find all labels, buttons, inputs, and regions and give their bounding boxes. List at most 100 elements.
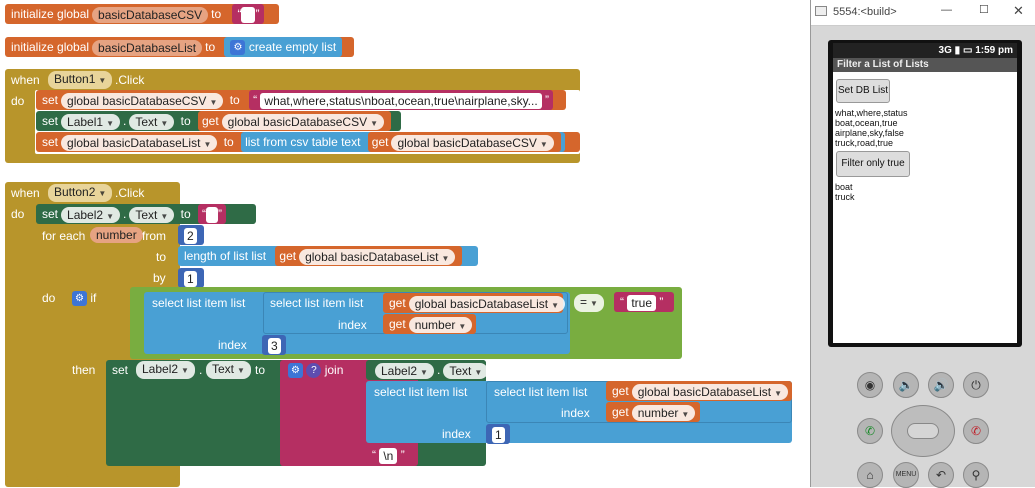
property-dropdown[interactable]: Text ▼ <box>443 362 489 379</box>
get-block[interactable]: get global basicDatabaseList ▼ <box>275 246 463 266</box>
text-literal-value[interactable] <box>241 6 256 23</box>
get-block[interactable]: get global basicDatabaseList ▼ <box>383 293 566 313</box>
index-keyword: index <box>218 338 247 352</box>
button2-dropdown[interactable]: Button2 ▼ <box>48 184 113 202</box>
then-keyword: then <box>72 363 96 377</box>
close-icon[interactable]: ✕ <box>1013 3 1024 18</box>
help-icon[interactable]: ? <box>306 363 322 379</box>
dpad[interactable] <box>891 405 955 457</box>
text-literal-block[interactable]: “ true ” <box>614 292 674 312</box>
text-literal-block[interactable]: “ \n ” <box>366 445 418 465</box>
gear-icon[interactable]: ⚙ <box>288 363 303 379</box>
chevron-down-icon: ▼ <box>106 118 114 128</box>
var-dropdown[interactable]: number ▼ <box>408 316 473 333</box>
filter-button[interactable]: Filter only true <box>836 151 910 177</box>
dpad-center[interactable] <box>907 423 939 439</box>
camera-icon[interactable]: ◉ <box>857 372 883 398</box>
set-global-list-block[interactable]: set global basicDatabaseList ▼ to list fro… <box>36 132 580 152</box>
text-literal-value[interactable]: \n <box>379 447 398 464</box>
text-literal-block[interactable]: “” <box>197 204 226 224</box>
var-dropdown[interactable]: global basicDatabaseCSV ▼ <box>61 92 224 109</box>
get-keyword: get <box>371 135 389 149</box>
var-dropdown[interactable]: global basicDatabaseCSV ▼ <box>391 134 554 151</box>
text-literal-value[interactable]: true <box>627 294 657 311</box>
var-dropdown[interactable]: global basicDatabaseList ▼ <box>631 383 789 400</box>
set-keyword: set <box>42 93 59 107</box>
init-global-csv-block[interactable]: initialize global basicDatabaseCSV to “” <box>5 4 279 24</box>
get-block[interactable]: get global basicDatabaseList ▼ <box>606 381 792 401</box>
home-icon[interactable]: ⌂ <box>857 462 883 488</box>
loop-var-field[interactable]: number <box>90 227 143 243</box>
var-dropdown[interactable]: global basicDatabaseCSV ▼ <box>221 113 384 130</box>
menu-button[interactable]: MENU <box>893 462 919 488</box>
property-dropdown[interactable]: Text ▼ <box>129 113 175 130</box>
gear-icon[interactable]: ⚙ <box>230 40 246 56</box>
button1-dropdown[interactable]: Button1 ▼ <box>48 71 113 89</box>
text-literal-block[interactable]: “” <box>232 4 265 24</box>
text-literal-block[interactable]: “ what,where,status\nboat,ocean,true\nai… <box>249 90 554 110</box>
var-name-field[interactable]: basicDatabaseCSV <box>92 6 209 23</box>
operator-dropdown[interactable]: = ▼ <box>574 294 604 312</box>
chevron-down-icon: ▼ <box>98 76 107 85</box>
number-block[interactable]: 2 <box>178 225 204 245</box>
property-dropdown[interactable]: Text ▼ <box>129 206 175 223</box>
number-value[interactable]: 2 <box>184 227 197 244</box>
set-db-list-button[interactable]: Set DB List <box>836 79 890 103</box>
get-keyword: get <box>279 249 297 263</box>
set-label1-text-block[interactable]: set Label1 ▼. Text ▼ to get global basicDatab… <box>36 111 401 131</box>
maximize-icon[interactable]: ☐ <box>979 4 989 16</box>
number-block[interactable]: 3 <box>262 335 286 355</box>
component-dropdown[interactable]: Label2 ▼ <box>136 361 195 379</box>
signal-icon: ▮ <box>954 45 961 56</box>
set-global-csv-block[interactable]: set global basicDatabaseCSV ▼ to “ what,wh… <box>36 90 566 110</box>
length-of-list-block[interactable]: length of list list get global basicDatab… <box>178 246 478 266</box>
end-call-icon[interactable]: ✆ <box>963 418 989 444</box>
var-dropdown[interactable]: global basicDatabaseList ▼ <box>299 248 456 265</box>
get-block[interactable]: get global basicDatabaseCSV ▼ <box>197 111 391 131</box>
var-name: global basicDatabaseList <box>67 135 201 150</box>
get-block[interactable]: get number ▼ <box>383 314 476 334</box>
minimize-icon[interactable]: — <box>941 4 952 16</box>
join-keyword: join <box>324 363 344 377</box>
component-dropdown[interactable]: Label1 ▼ <box>61 113 120 130</box>
to-keyword: to <box>156 250 167 264</box>
property-dropdown[interactable]: Text ▼ <box>206 361 251 379</box>
number-value[interactable]: 1 <box>492 426 505 443</box>
set-keyword: set <box>42 114 59 128</box>
var-dropdown[interactable]: global basicDatabaseList ▼ <box>408 295 566 312</box>
var-dropdown[interactable]: number ▼ <box>631 404 696 421</box>
chevron-down-icon: ▼ <box>237 366 245 375</box>
component-dropdown[interactable]: Label2 ▼ <box>375 362 434 379</box>
list-from-csv-block[interactable]: list from csv table text get global basic… <box>241 132 565 152</box>
search-icon[interactable]: ⚲ <box>963 462 989 488</box>
chevron-down-icon: ▼ <box>420 367 428 377</box>
get-block[interactable]: get global basicDatabaseCSV ▼ <box>367 132 561 152</box>
chevron-down-icon: ▼ <box>160 211 169 221</box>
component-dropdown[interactable]: Label2 ▼ <box>61 206 120 223</box>
set-label2-text-block[interactable]: set Label2 ▼. Text ▼ to “” <box>36 204 256 224</box>
init-global-list-block[interactable]: initialize global basicDatabaseList to ⚙ c… <box>5 37 354 57</box>
var-name-field[interactable]: basicDatabaseList <box>92 39 203 56</box>
property-name: Text <box>135 207 158 222</box>
volume-up-icon[interactable]: 🔊 <box>928 372 954 398</box>
label1: what,where,status boat,ocean,true airpla… <box>835 108 908 148</box>
number-value[interactable]: 3 <box>268 337 281 354</box>
number-block[interactable]: 1 <box>486 424 510 444</box>
gear-icon[interactable]: ⚙ <box>72 291 87 307</box>
text-literal-value[interactable] <box>205 206 218 223</box>
var-name: global basicDatabaseCSV <box>227 114 368 129</box>
power-icon[interactable]: ⏻ <box>963 372 989 398</box>
call-icon[interactable]: ✆ <box>857 418 883 444</box>
var-dropdown[interactable]: global basicDatabaseList ▼ <box>61 134 218 151</box>
volume-down-icon[interactable]: 🔉 <box>893 372 919 398</box>
text-literal-value[interactable]: what,where,status\nboat,ocean,true\nairp… <box>260 92 542 109</box>
chevron-down-icon: ▼ <box>98 189 107 198</box>
create-empty-list-block[interactable]: ⚙ create empty list <box>224 37 343 57</box>
number-block[interactable]: 1 <box>178 268 204 288</box>
label2-text-getter[interactable]: Label2 ▼. Text ▼ <box>366 360 489 380</box>
get-block[interactable]: get number ▼ <box>606 402 700 422</box>
number-value[interactable]: 1 <box>184 270 197 287</box>
index-keyword: index <box>442 427 471 441</box>
back-icon[interactable]: ↶ <box>928 462 954 488</box>
create-empty-list-label: create empty list <box>248 40 337 54</box>
